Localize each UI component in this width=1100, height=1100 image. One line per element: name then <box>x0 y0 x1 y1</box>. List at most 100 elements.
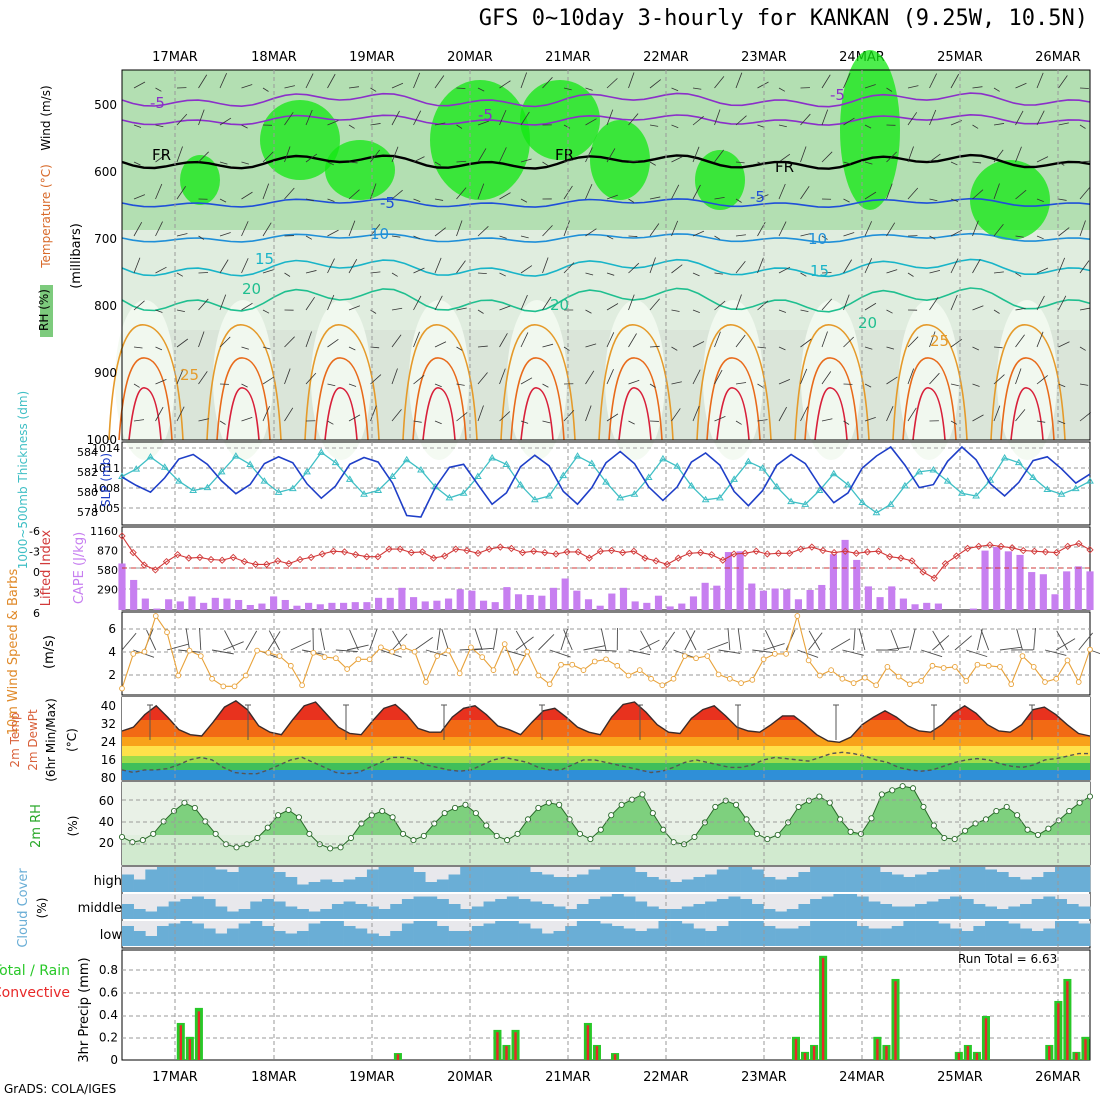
rh2m-point <box>504 837 511 844</box>
upper-wind-barb <box>391 368 398 385</box>
wind-speed-point <box>535 672 542 679</box>
cape-bar <box>806 589 814 610</box>
date-label-bottom-3: 20MAR <box>447 1070 493 1085</box>
lifted-index-point <box>196 553 204 562</box>
upper-wind-barb <box>1079 87 1089 89</box>
upper-wind-barb <box>520 198 528 203</box>
upper-wind-barb <box>219 117 232 126</box>
upper-wind-barb <box>327 161 335 166</box>
cloud-cell-low <box>751 921 764 946</box>
upper-air-frame <box>121 69 1091 441</box>
cape-bar <box>643 602 651 610</box>
upper-wind-barb <box>477 148 487 163</box>
thickness-point <box>260 477 269 484</box>
date-label-bottom-6: 23MAR <box>741 1070 787 1085</box>
wind-speed-point <box>862 674 868 681</box>
rh2m-point <box>139 837 146 844</box>
upper-wind-barb <box>305 270 317 274</box>
wind-barb <box>737 628 742 651</box>
upper-wind-barb <box>176 368 184 385</box>
cloud-cell-low <box>471 926 484 946</box>
upper-wind-barb <box>1079 160 1090 163</box>
upper-wind-barb <box>692 115 704 126</box>
rh-moist-patch-4 <box>695 150 745 210</box>
dewpoint-line <box>121 751 1090 775</box>
cloud-cell-low <box>915 921 928 946</box>
cloud-cell-low <box>133 931 146 946</box>
cloud-cell-low <box>483 923 496 946</box>
upper-wind-barb <box>1058 198 1067 201</box>
cloud-cell-high <box>810 867 823 892</box>
upper-wind-barb <box>241 84 253 89</box>
upper-wind-barb <box>176 233 188 237</box>
upper-wind-barb <box>198 418 209 422</box>
upper-wind-barb <box>348 414 361 422</box>
wind-speed-point <box>873 682 879 689</box>
upper-wind-barb <box>155 406 164 422</box>
rh2m-point <box>275 812 282 819</box>
upper-wind-barb <box>327 383 336 387</box>
precip-convective-bar <box>812 1046 816 1060</box>
thickness-point <box>758 464 767 471</box>
upper-wind-barb <box>241 221 249 237</box>
isotherm-m10 <box>121 92 1091 108</box>
isotherm-label-5: FR <box>775 158 794 176</box>
cape-bar <box>911 604 919 610</box>
rh2m-point <box>889 787 896 794</box>
cloud-cell-high <box>891 874 904 892</box>
cloud-cell-low <box>168 923 181 946</box>
wind-speed-point <box>569 661 576 668</box>
cloud-cell-high <box>495 867 508 892</box>
lifted-index-point <box>1086 546 1094 554</box>
upper-wind-barb <box>907 368 915 385</box>
cloud-cell-high <box>215 869 228 892</box>
cloud-cell-high <box>273 872 286 892</box>
upper-wind-barb <box>907 272 914 277</box>
upper-wind-barb <box>606 148 616 163</box>
upper-wind-barb <box>907 112 918 126</box>
rh2m-point <box>962 827 969 834</box>
cloud-cell-high <box>250 867 263 892</box>
upper-wind-barb <box>649 257 656 274</box>
upper-wind-barb <box>327 258 335 274</box>
upper-wind-barb <box>714 109 721 126</box>
cape-bar <box>514 594 523 610</box>
upper-wind-barb <box>1036 110 1045 126</box>
wind-barb <box>335 649 358 653</box>
wind-barb <box>890 629 900 651</box>
cape-tick-870: 870 <box>97 545 118 558</box>
upper-wind-barb <box>972 383 980 387</box>
rh2m-point <box>941 834 948 842</box>
cape-bar <box>608 593 616 610</box>
upper-wind-barb <box>972 414 984 422</box>
upper-wind-barb <box>864 124 872 129</box>
isotherm-30-loop-3 <box>412 357 467 441</box>
rh2m-point <box>795 803 802 810</box>
thickness-point <box>516 480 525 488</box>
wind-speed-point <box>287 662 294 669</box>
thickness-point <box>203 483 212 491</box>
upper-wind-barb <box>219 294 227 311</box>
upper-wind-barb <box>886 346 895 350</box>
cloud-cell-middle <box>425 896 438 919</box>
upper-wind-barb <box>714 331 721 348</box>
upper-wind-barb <box>520 420 529 424</box>
cloud-cell-low <box>1055 921 1067 946</box>
cloud-cell-low <box>530 928 543 946</box>
upper-wind-barb <box>542 225 553 237</box>
wind-speed-point <box>591 658 598 665</box>
cloud-cell-middle <box>320 909 333 919</box>
rh2m-point <box>982 816 989 823</box>
upper-wind-barb <box>241 416 253 422</box>
wind-barb <box>369 629 378 651</box>
upper-wind-barb <box>155 266 167 274</box>
cloud-cell-middle <box>553 906 566 919</box>
cloud-cell-high <box>740 867 753 892</box>
wind-speed-point <box>152 613 159 619</box>
wind-speed-point <box>411 648 418 655</box>
cloud-cell-low <box>495 921 508 946</box>
cape-bar <box>818 584 826 610</box>
upper-wind-barb <box>563 346 570 351</box>
upper-wind-barb <box>155 221 163 237</box>
cloud-cell-high <box>833 867 846 892</box>
